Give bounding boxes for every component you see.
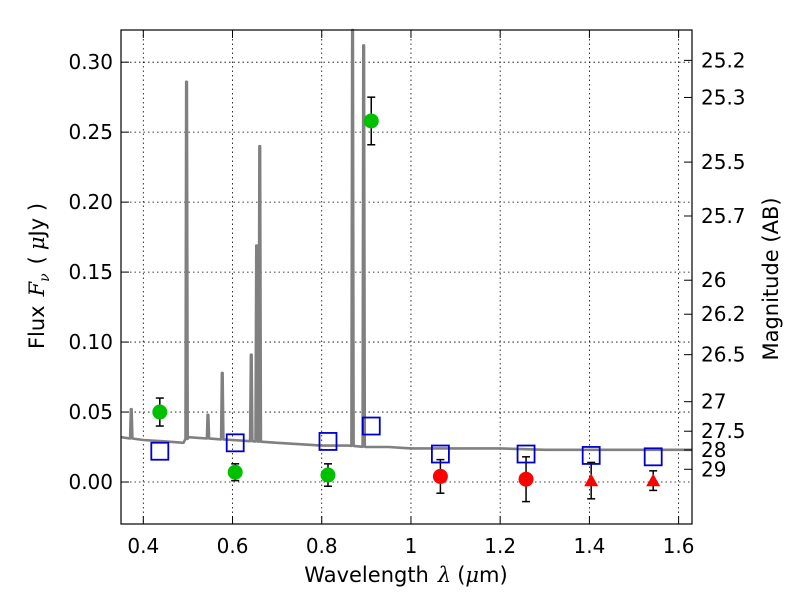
green-data-point — [363, 113, 379, 129]
blue-model-square — [581, 446, 601, 465]
y2-tick-label: 25.7 — [701, 204, 746, 228]
green-data-point — [320, 467, 336, 483]
y-axis-label-symbol-sub: ν — [37, 273, 53, 282]
photometry-points — [150, 96, 663, 503]
green-data-point — [152, 404, 168, 420]
red-upper-limit-marker — [646, 473, 661, 487]
y-tick-label: 0.00 — [68, 470, 113, 494]
x-axis-label-unit-rest: m) — [479, 563, 508, 587]
sed-line — [120, 28, 692, 452]
y-tick-label: 0.20 — [68, 190, 113, 214]
x-axis-label-unit-mu: μ — [465, 563, 479, 587]
x-tick-label: 1.2 — [484, 534, 516, 558]
y2-tick-label: 25.2 — [701, 48, 746, 72]
blue-model-square — [150, 441, 170, 461]
grid — [121, 30, 692, 524]
blue-model-square — [318, 432, 338, 451]
y-tick-label: 0.25 — [68, 120, 113, 144]
y2-tick-label: 27 — [701, 390, 726, 414]
y2-tick-label: 28 — [701, 438, 726, 462]
red-data-point — [518, 471, 534, 487]
x-axis-label: Wavelength λ (μm) — [304, 563, 507, 587]
x-axis-label-symbol: λ — [437, 563, 451, 587]
x-tick-label: 1.4 — [573, 534, 605, 558]
y-axis-label: Flux Fν ( μJy ) — [25, 203, 53, 349]
y-tick-label: 0.15 — [68, 260, 113, 284]
y2-axis-label: Magnitude (AB) — [759, 197, 783, 360]
y-axis-label-unit-mu: μ — [25, 236, 49, 250]
x-axis-label-unit-open: ( — [457, 563, 465, 587]
x-tick-label: 0.6 — [217, 534, 249, 558]
red-data-point — [432, 468, 448, 484]
blue-model-square — [643, 447, 663, 467]
y2-tick-label: 27.5 — [701, 419, 746, 443]
y-tick-label: 0.05 — [68, 400, 113, 424]
y-axis-label-unit-open: ( — [25, 256, 49, 264]
y2-tick-label: 25.5 — [701, 150, 746, 174]
axis-ticks — [121, 30, 692, 524]
y-tick-label: 0.10 — [68, 330, 113, 354]
y-tick-label: 0.30 — [68, 50, 113, 74]
x-axis-label-text: Wavelength — [304, 563, 429, 587]
y-axis-label-text: Flux — [25, 305, 49, 349]
x-tick-label: 0.8 — [306, 534, 338, 558]
y-axis-label-symbol: F — [25, 280, 49, 297]
blue-model-square — [225, 433, 245, 453]
y2-tick-label: 25.3 — [701, 85, 746, 109]
green-data-point — [227, 464, 243, 480]
y2-tick-label: 29 — [701, 457, 726, 481]
blue-model-square — [516, 444, 536, 464]
x-tick-label: 1 — [405, 534, 418, 558]
blue-model-square — [361, 416, 381, 436]
red-upper-limit-marker — [584, 473, 599, 487]
y2-tick-label: 26.5 — [701, 343, 746, 367]
y-tick-labels: 0.00 0.05 0.10 0.15 0.20 0.25 0.30 — [68, 50, 113, 494]
plot-frame — [120, 29, 693, 525]
y-axis-label-unit-rest: Jy ) — [25, 203, 49, 239]
x-tick-label: 1.6 — [663, 534, 695, 558]
x-tick-label: 0.4 — [127, 534, 159, 558]
y2-tick-label: 26 — [701, 268, 726, 292]
blue-model-square — [431, 444, 450, 464]
y2-tick-label: 26.2 — [701, 302, 746, 326]
sed-spectrum — [120, 28, 692, 452]
x-tick-labels: 0.4 0.6 0.8 1 1.2 1.4 1.6 — [127, 534, 694, 558]
